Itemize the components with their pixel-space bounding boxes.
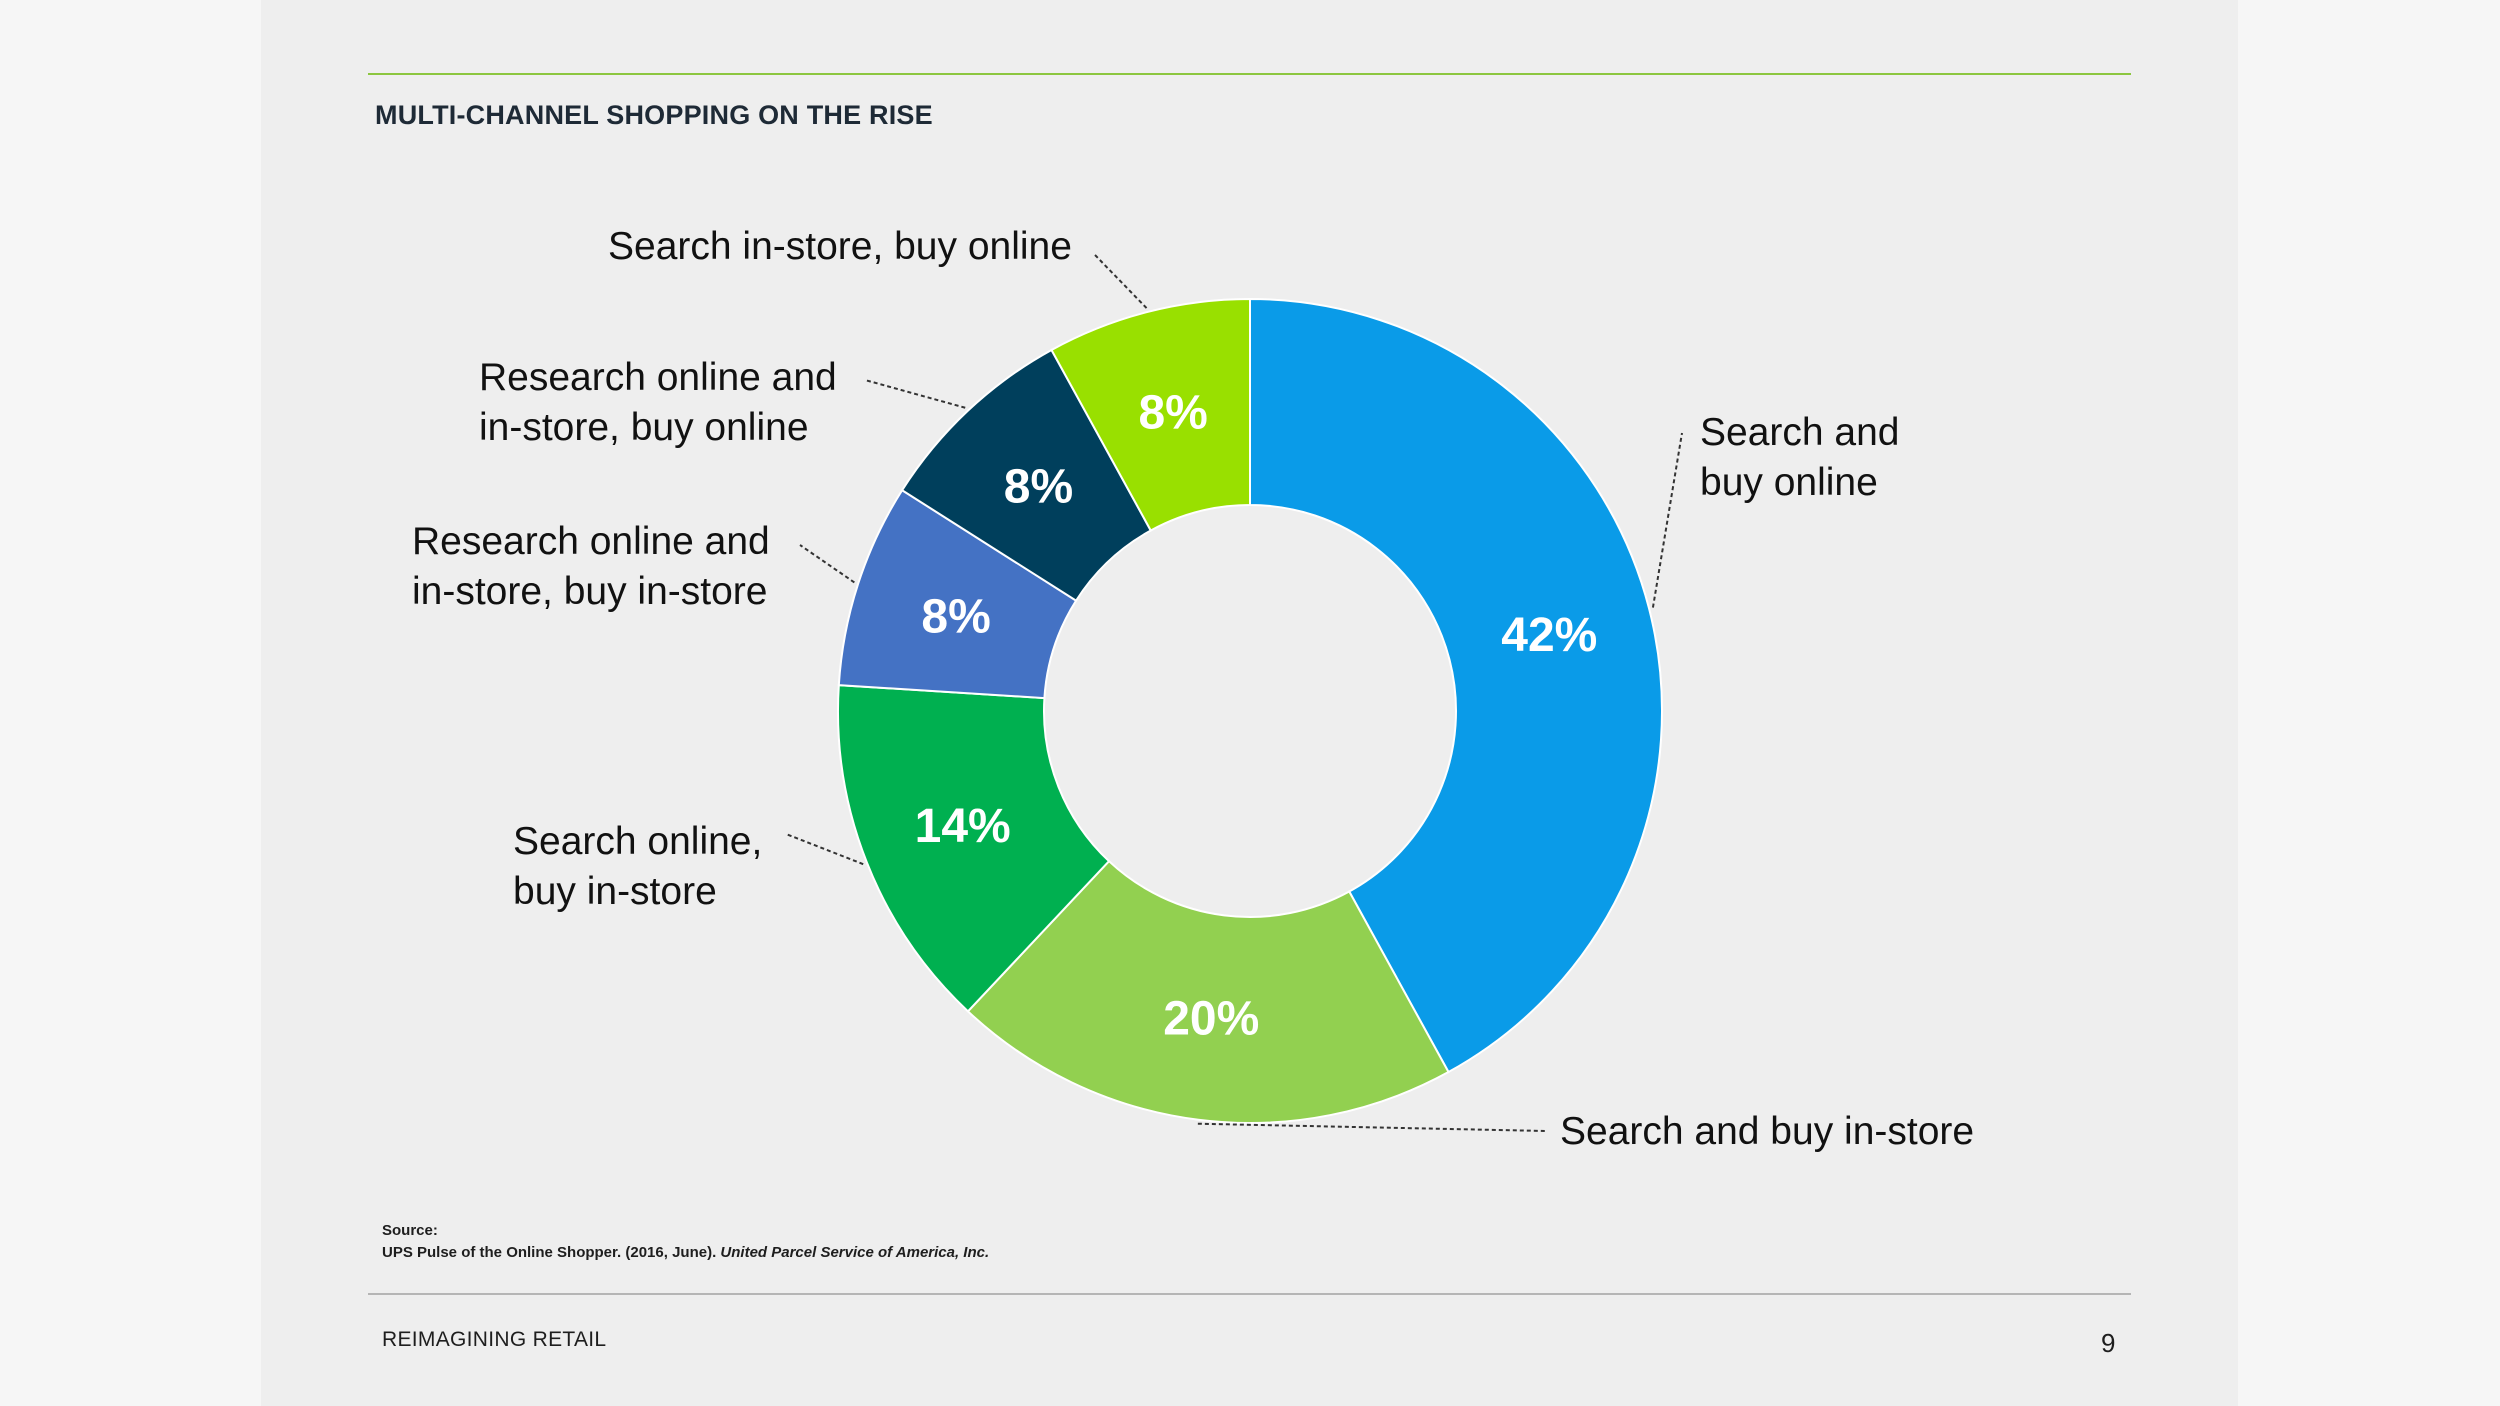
chart-leader-lines bbox=[785, 254, 1683, 1132]
slice-value-label: 8% bbox=[1138, 387, 1207, 440]
leader-line bbox=[785, 833, 864, 866]
top-divider bbox=[368, 73, 2131, 75]
slice-value-label: 8% bbox=[921, 591, 990, 644]
slice-value-label: 20% bbox=[1163, 993, 1259, 1046]
source-cite: United Parcel Service of America, Inc. bbox=[720, 1244, 990, 1261]
donut-slice bbox=[966, 859, 1450, 1124]
leader-line bbox=[1094, 254, 1148, 309]
donut-slice bbox=[837, 684, 1111, 1013]
slice-category-label: Research online and in-store, buy in-stor… bbox=[412, 520, 770, 613]
slide: MULTI-CHANNEL SHOPPING ON THE RISE Sourc… bbox=[261, 0, 2238, 1406]
slice-category-label: Search and buy online bbox=[1700, 411, 1899, 504]
chart-category-labels: Search and buy online Search and buy in-st… bbox=[412, 225, 1974, 1153]
source-line: UPS Pulse of the Online Shopper. (2016, … bbox=[382, 1242, 989, 1264]
source-heading: Source: bbox=[382, 1222, 438, 1239]
leader-line bbox=[864, 379, 966, 409]
donut-slice bbox=[1249, 297, 1663, 1074]
chart-slices bbox=[837, 297, 1663, 1124]
slide-title: MULTI-CHANNEL SHOPPING ON THE RISE bbox=[375, 100, 933, 130]
chart-value-labels: 42% 20% 14% 8% 8% 8% bbox=[915, 387, 1598, 1046]
donut-slice bbox=[1050, 297, 1251, 532]
slice-value-label: 14% bbox=[915, 800, 1011, 853]
leader-line bbox=[1651, 432, 1683, 608]
slice-value-label: 8% bbox=[1004, 461, 1073, 514]
slice-value-label: 42% bbox=[1501, 609, 1597, 662]
slice-category-label: Search online, buy in-store bbox=[513, 820, 762, 913]
footer-title: REIMAGINING RETAIL bbox=[382, 1328, 607, 1351]
slice-category-label: Search and buy in-store bbox=[1560, 1110, 1974, 1153]
source-note: Source: UPS Pulse of the Online Shopper.… bbox=[382, 1220, 989, 1264]
leader-line bbox=[1197, 1122, 1547, 1132]
slice-category-label: Search in-store, buy online bbox=[608, 225, 1072, 268]
leader-line bbox=[799, 544, 855, 584]
slice-category-label: Research online and in-store, buy online bbox=[479, 356, 837, 449]
source-text: UPS Pulse of the Online Shopper. (2016, … bbox=[382, 1244, 717, 1261]
page-number: 9 bbox=[2101, 1328, 2116, 1358]
bottom-divider bbox=[368, 1293, 2131, 1295]
